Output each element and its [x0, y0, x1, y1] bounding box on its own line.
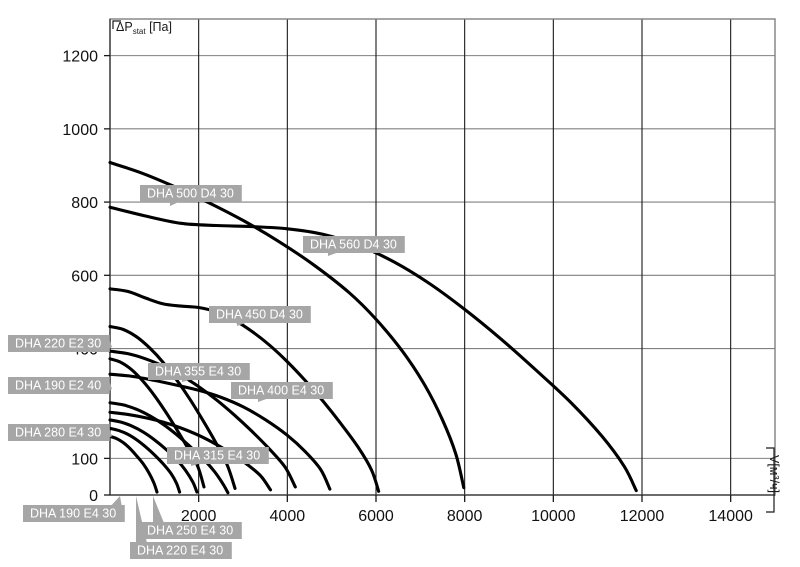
callout-text: DHA 355 E4 30: [155, 365, 241, 379]
callout-dha-220-e4-30: DHA 220 E4 30: [130, 496, 232, 559]
curve-dha-450-d4-30: [108, 287, 381, 493]
callout-text: DHA 450 D4 30: [216, 308, 303, 322]
callout-box: [23, 505, 125, 522]
callout-dha-355-e4-30: DHA 355 E4 30: [148, 363, 250, 382]
x-tick-labels: 2000 4000 6000 8000 10000 12000 14000: [181, 508, 753, 525]
callout-dha-560-d4-30: DHA 560 D4 30: [303, 236, 405, 256]
callout-text: DHA 190 E4 30: [30, 507, 116, 521]
callout-pointer: [110, 496, 122, 506]
callout-dha-220-e2-30: DHA 220 E2 30: [8, 335, 112, 352]
callout-box: [8, 335, 110, 352]
callout-pointer: [153, 496, 164, 523]
callout-box: [8, 424, 110, 441]
curve-dha-560-d4-30: [108, 205, 638, 493]
callout-pointer: [170, 201, 181, 206]
y-tick-label-1000: 1000: [62, 122, 98, 139]
callout-box: [130, 542, 232, 559]
callout-text: DHA 560 D4 30: [310, 238, 397, 252]
callout-box: [303, 236, 405, 253]
horizontal-gridlines: [110, 55, 775, 459]
callout-dha-400-e4-30: DHA 400 E4 30: [231, 382, 333, 402]
curve-dha-400-e4-30: [108, 372, 332, 491]
x-axis-title: V[м³/ч]: [766, 447, 781, 513]
x-tick-label-10000: 10000: [531, 508, 576, 525]
callout-dha-450-d4-30: DHA 450 D4 30: [209, 306, 311, 326]
curve-dha-250-e4-30: [108, 418, 199, 494]
svg-text:ΔPstat [Па]: ΔPstat [Па]: [116, 20, 172, 36]
x-tick-label-12000: 12000: [620, 508, 665, 525]
callout-box: [231, 382, 333, 399]
y-tick-marks: [104, 54, 110, 496]
callout-dha-315-e4-30: DHA 315 E4 30: [167, 447, 269, 466]
callout-text: DHA 220 E4 30: [137, 544, 223, 558]
callout-text: DHA 500 D4 30: [147, 187, 234, 201]
y-axis-title: ΔPstat [Па]: [112, 20, 172, 36]
callout-box: [140, 185, 242, 202]
callout-dha-190-e2-40: DHA 190 E2 40: [8, 377, 112, 394]
y-tick-label-1200: 1200: [62, 49, 98, 66]
svg-text:V[м³/ч]: V[м³/ч]: [767, 455, 781, 493]
callout-pointer: [136, 496, 147, 543]
y-tick-label-800: 800: [71, 195, 98, 212]
y-tick-label-600: 600: [71, 268, 98, 285]
callout-text: DHA 400 E4 30: [238, 384, 324, 398]
callout-text: DHA 280 E4 30: [15, 426, 101, 440]
callout-text: DHA 315 E4 30: [174, 449, 260, 463]
vertical-gridlines: [198, 19, 732, 495]
callout-box: [8, 377, 110, 394]
x-tick-label-4000: 4000: [270, 508, 306, 525]
curve-lines: [108, 160, 638, 495]
curve-dha-220-e4-30: [108, 426, 182, 494]
callout-text: DHA 220 E2 30: [15, 337, 101, 351]
x-tick-label-8000: 8000: [447, 508, 483, 525]
x-tick-label-2000: 2000: [181, 508, 217, 525]
callout-dha-280-e4-30: DHA 280 E4 30: [8, 424, 112, 441]
y-tick-label-0: 0: [89, 488, 98, 505]
callout-text: DHA 250 E4 30: [147, 524, 233, 538]
callout-dha-250-e4-30: DHA 250 E4 30: [140, 496, 242, 539]
curve-callout-labels: DHA 500 D4 30 DHA 560 D4 30 DHA 450 D4 30 D…: [8, 185, 405, 559]
x-tick-label-6000: 6000: [358, 508, 394, 525]
callout-box: [140, 522, 242, 539]
callout-text: DHA 190 E2 40: [15, 379, 101, 393]
curve-dha-315-e4-30: [108, 410, 273, 492]
x-tick-marks: [198, 495, 732, 502]
curve-dha-190-e4-30: [108, 434, 159, 494]
callout-box: [167, 447, 269, 464]
callout-box: [148, 363, 250, 380]
callout-box: [209, 306, 311, 323]
x-tick-label-14000: 14000: [708, 508, 753, 525]
callout-dha-500-d4-30: DHA 500 D4 30: [140, 185, 242, 206]
callout-dha-190-e4-30: DHA 190 E4 30: [23, 496, 125, 522]
y-tick-label-100: 100: [71, 451, 98, 468]
curve-dha-280-e4-30: [108, 401, 230, 495]
